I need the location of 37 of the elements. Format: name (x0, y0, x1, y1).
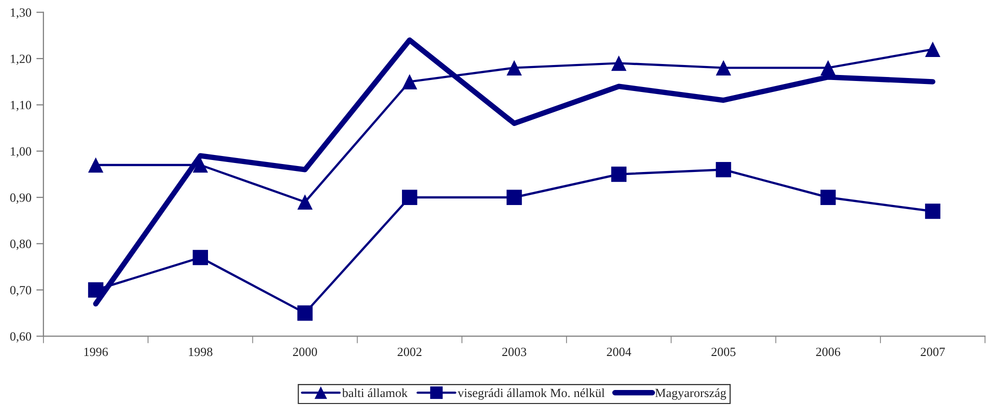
point (820, 190, 836, 206)
point (402, 74, 418, 90)
point (192, 157, 208, 173)
y-tick-label: 1,20 (10, 54, 32, 65)
x-tick-label: 2005 (712, 348, 736, 356)
x-tick-label: 2006 (816, 348, 840, 356)
y-tick-label: 0,80 (10, 240, 32, 250)
y-tick-label: 1,00 (10, 147, 32, 158)
y-tick-label: 0,90 (10, 193, 32, 204)
point (297, 194, 313, 210)
point (192, 250, 208, 266)
y-tick-label: 0,70 (10, 286, 32, 296)
point (716, 162, 732, 178)
point (716, 60, 732, 76)
x-tick-label: 2000 (293, 348, 318, 356)
point (88, 157, 104, 173)
point (297, 305, 313, 321)
y-tick-label: 1,10 (10, 100, 32, 112)
point (925, 42, 940, 57)
x-tick-label: 2003 (502, 348, 526, 356)
point (402, 190, 418, 206)
legend-label: balti államok (342, 388, 408, 398)
point (611, 166, 626, 182)
point (820, 60, 836, 76)
legend-label: visegrádi államok Mo. nélkül (458, 388, 605, 400)
x-tick-label: 1998 (188, 348, 212, 356)
point (611, 56, 626, 71)
x-tick-label: 2002 (398, 348, 422, 356)
legend-label: Magyarország (655, 388, 726, 400)
y-tick-label: 0,60 (10, 332, 32, 342)
y-tick-label: 1,30 (10, 8, 32, 19)
point (506, 190, 522, 206)
x-tick-label: 2007 (920, 348, 945, 356)
x-tick-label: 2004 (606, 348, 632, 356)
point (925, 204, 940, 219)
x-tick-label: 1996 (84, 348, 108, 356)
point (506, 60, 522, 76)
